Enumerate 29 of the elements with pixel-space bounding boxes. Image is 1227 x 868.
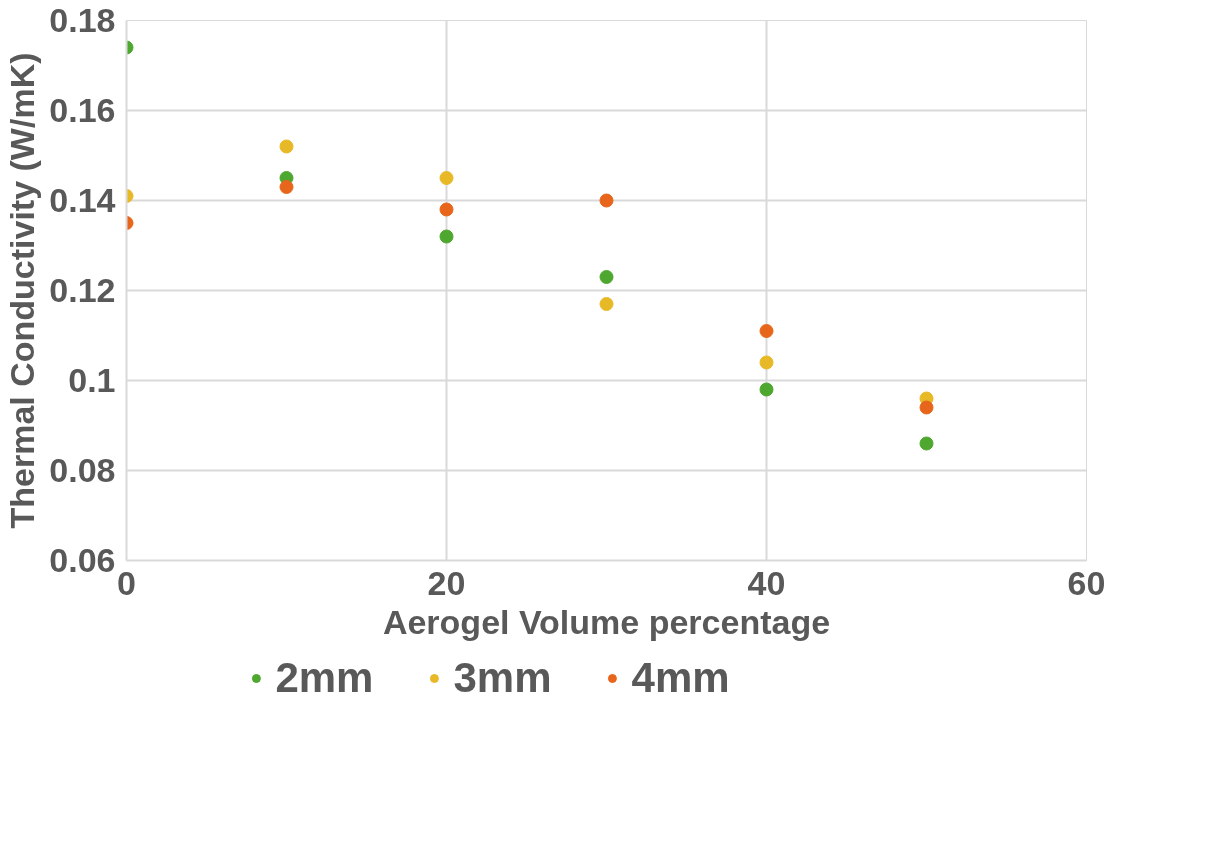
y-tick-label: 0.12 — [49, 271, 116, 309]
y-tick-label: 0.1 — [68, 361, 116, 399]
point — [759, 324, 774, 338]
point — [919, 400, 934, 415]
point — [759, 382, 774, 397]
point — [279, 180, 294, 194]
point — [279, 139, 294, 154]
y-axis-title: Thermal Conductivity (W/mK) — [3, 52, 42, 529]
legend-label: 3mm — [453, 654, 552, 702]
y-tick-label: 0.18 — [49, 1, 116, 39]
y-tick-label: 0.08 — [49, 451, 116, 489]
x-tick-label: 60 — [1067, 563, 1106, 602]
x-tick-label: 40 — [747, 563, 786, 602]
point — [439, 229, 454, 244]
point — [599, 193, 614, 208]
point — [599, 270, 614, 284]
y-tick-label: 0.16 — [49, 91, 116, 129]
point — [599, 297, 614, 311]
x-axis-title: Aerogel Volume percentage — [382, 602, 831, 641]
y-tick-label: 0.14 — [49, 181, 116, 219]
point — [439, 171, 454, 185]
point — [759, 355, 774, 370]
x-tick-label: 0 — [117, 563, 136, 602]
x-tick-label: 20 — [427, 563, 466, 602]
y-tick-label: 0.06 — [49, 541, 116, 579]
point — [439, 202, 454, 217]
legend-label: 2mm — [275, 654, 374, 702]
legend-label: 4mm — [631, 654, 730, 702]
point — [919, 436, 934, 451]
